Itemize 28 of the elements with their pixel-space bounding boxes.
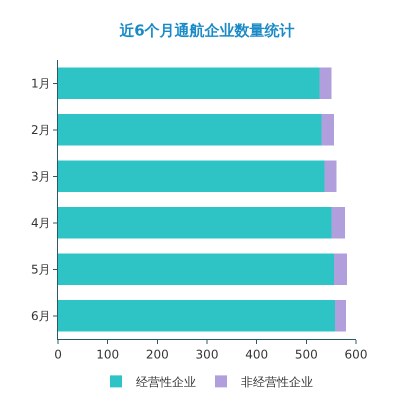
x-tick-label: 500 (294, 347, 318, 362)
bar (58, 160, 325, 192)
x-tick-label: 0 (54, 347, 62, 362)
x-tick-label: 100 (96, 347, 120, 362)
bar (320, 67, 332, 100)
x-tick-label: 400 (245, 347, 268, 362)
bar (324, 160, 337, 192)
chart-title: 近6个月通航企业数量统计 (118, 21, 295, 40)
y-tick-label: 4月 (30, 216, 51, 230)
x-tick-label: 200 (146, 347, 169, 362)
bar (58, 206, 332, 239)
y-tick-label: 1月 (30, 76, 51, 90)
bar (58, 300, 336, 332)
legend-label: 经营性企业 (136, 375, 196, 390)
bar (322, 114, 334, 146)
bar (334, 253, 348, 286)
y-tick-label: 6月 (30, 308, 51, 323)
bar (58, 114, 322, 146)
bar (335, 300, 346, 332)
x-tick-label: 300 (196, 347, 218, 362)
bar (58, 67, 320, 100)
y-tick-label: 5月 (30, 262, 51, 276)
y-tick-label: 3月 (30, 169, 51, 184)
bar (332, 206, 346, 239)
x-tick-label: 600 (344, 347, 368, 362)
bar (58, 253, 334, 286)
legend-label: 非经营性企业 (241, 375, 313, 390)
y-tick-label: 2月 (30, 122, 51, 137)
